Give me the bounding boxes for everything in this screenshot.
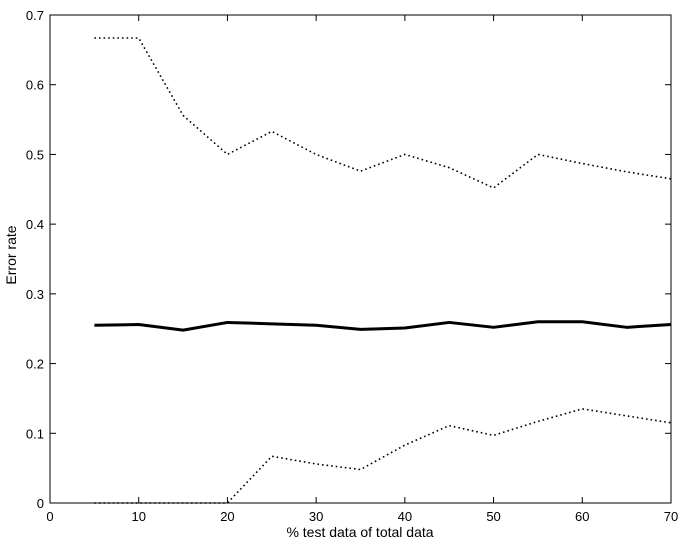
y-tick-label: 0.6 (26, 78, 44, 93)
y-axis-label: Error rate (3, 225, 19, 284)
y-tick-label: 0.2 (26, 357, 44, 372)
x-tick-label: 60 (575, 509, 589, 524)
y-tick-label: 0.1 (26, 426, 44, 441)
y-tick-label: 0.4 (26, 217, 44, 232)
y-tick-label: 0.5 (26, 147, 44, 162)
y-tick-label: 0.3 (26, 287, 44, 302)
x-tick-label: 30 (309, 509, 323, 524)
x-axis-label: % test data of total data (286, 524, 433, 540)
x-tick-label: 10 (131, 509, 145, 524)
x-tick-label: 40 (398, 509, 412, 524)
ticks-layer: 0 10 20 30 40 50 60 70 0 0.1 0.2 0.3 0.4 0.5 0.6 0.7 (26, 8, 678, 524)
plot-frame (49, 14, 672, 504)
x-tick-label: 0 (46, 509, 53, 524)
series-line-1 (94, 37, 672, 189)
x-tick-label: 50 (486, 509, 500, 524)
series-layer (94, 37, 672, 504)
x-tick-label: 20 (220, 509, 234, 524)
y-tick-label: 0.7 (26, 8, 44, 23)
plot-border (49, 14, 672, 504)
series-line-3 (94, 408, 672, 504)
series-line-2 (94, 320, 672, 332)
y-tick-label: 0 (37, 496, 44, 511)
x-tick-label: 70 (664, 509, 678, 524)
